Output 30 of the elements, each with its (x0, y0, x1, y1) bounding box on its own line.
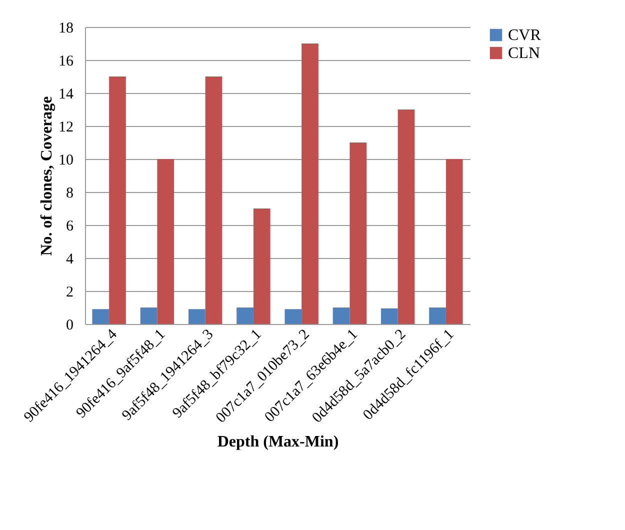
bar (332, 308, 350, 324)
bar (188, 309, 206, 324)
bar (380, 308, 398, 324)
bar (302, 44, 318, 324)
bar (253, 208, 270, 324)
y-tick-label: 2 (66, 284, 74, 300)
bar (236, 308, 254, 324)
y-tick-label: 0 (66, 318, 74, 334)
bar (109, 76, 126, 324)
y-tick-label: 6 (66, 218, 74, 234)
y-tick-label: 4 (66, 252, 74, 268)
y-tick-label: 10 (58, 152, 74, 168)
bar (205, 76, 222, 324)
bar (446, 159, 463, 324)
bar (140, 308, 158, 324)
y-tick-label: 12 (58, 120, 74, 136)
bar (398, 110, 415, 324)
y-tick-label: 8 (66, 186, 74, 202)
bar (284, 309, 302, 324)
bar (92, 309, 110, 324)
bar (429, 308, 446, 324)
y-axis-title: No. of clones, Coverage (38, 96, 56, 256)
y-tick-label: 18 (58, 20, 74, 36)
x-axis-title: Depth (Max-Min) (217, 433, 339, 450)
bar (350, 142, 367, 324)
legend-label: CLN (508, 45, 540, 62)
bar (157, 159, 174, 324)
y-tick-label: 16 (58, 54, 74, 70)
legend-label: CVR (508, 27, 542, 44)
y-tick-label: 14 (58, 86, 74, 102)
